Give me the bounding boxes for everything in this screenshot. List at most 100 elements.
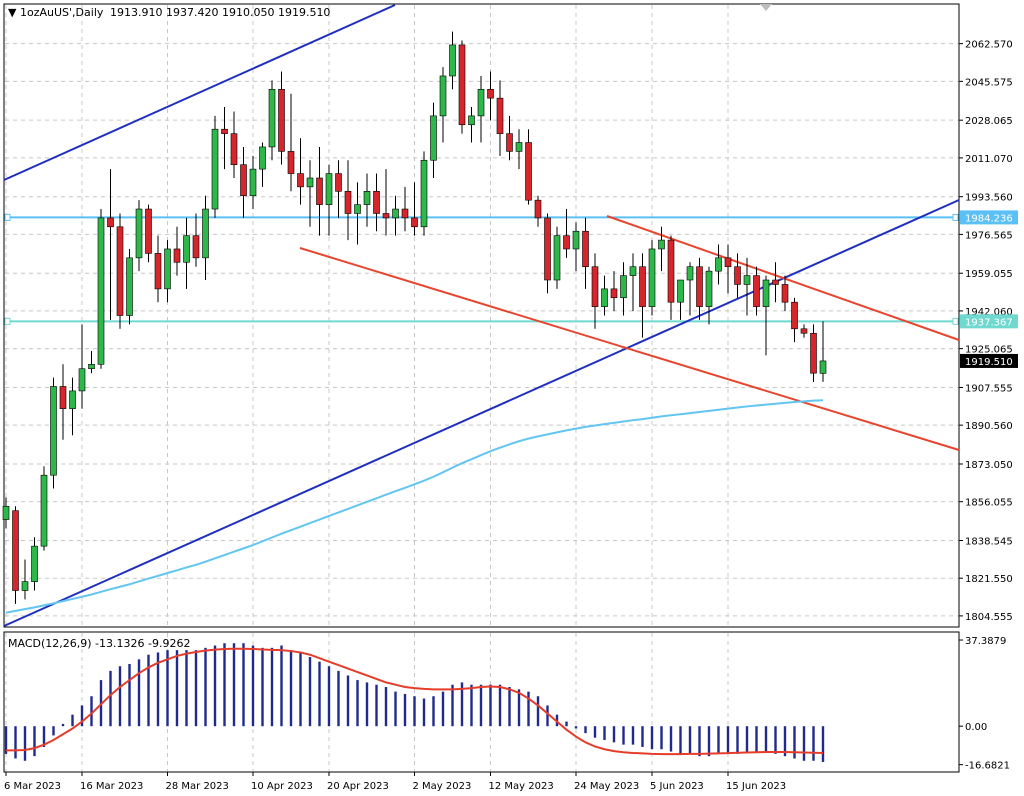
trend-lines[interactable] xyxy=(3,4,960,627)
candle-bear xyxy=(667,239,675,303)
macd-histogram-bar xyxy=(603,726,606,741)
candle-bull xyxy=(183,235,190,263)
level-price-label: 1984.236 xyxy=(965,213,1013,224)
candle-bull xyxy=(715,257,722,272)
candle-bull xyxy=(515,142,523,152)
downtrend-lower-line[interactable] xyxy=(299,247,960,451)
candle-bear xyxy=(221,128,228,134)
candle-bear xyxy=(791,301,798,330)
level-handle[interactable] xyxy=(952,213,959,221)
macd-histogram-bar xyxy=(774,726,777,754)
macd-histogram-bar xyxy=(688,726,692,754)
macd-histogram-bar xyxy=(33,726,36,757)
candle-bear xyxy=(107,217,114,228)
candle-bull xyxy=(88,363,95,370)
candle-bull xyxy=(762,279,770,307)
date-label: 15 Jun 2023 xyxy=(726,781,786,792)
date-label: 2 May 2023 xyxy=(413,781,472,792)
macd-histogram-bar xyxy=(593,726,597,738)
candle-bear xyxy=(401,208,409,219)
macd-histogram-bar xyxy=(622,726,625,745)
candle-bull xyxy=(601,288,608,307)
moving-average-line xyxy=(5,399,824,614)
level-handle[interactable] xyxy=(4,213,11,221)
macd-histogram-bar xyxy=(90,696,93,727)
price-tick-label: 1856.055 xyxy=(965,498,1013,509)
candle-bear xyxy=(278,88,285,152)
macd-histogram-bar xyxy=(793,726,796,759)
candle-bull xyxy=(126,257,133,316)
candle-bull xyxy=(259,146,266,170)
macd-histogram-bar xyxy=(14,726,17,759)
macd-histogram-bar xyxy=(517,689,521,727)
macd-histogram-bar xyxy=(80,705,84,727)
macd-label: MACD(12,26,9) -13.1326 -9.9262 xyxy=(8,637,190,650)
candle-bull xyxy=(449,44,456,77)
price-tick-label: 1925.065 xyxy=(965,345,1013,356)
macd-histogram-bar xyxy=(175,650,179,727)
candle-bull xyxy=(629,266,637,276)
macd-histogram-bar xyxy=(546,705,549,727)
macd-histogram-bar xyxy=(137,659,141,727)
date-label: 16 Mar 2023 xyxy=(80,781,143,792)
candle-bear xyxy=(810,332,817,374)
candle-bull xyxy=(40,474,48,547)
macd-histogram-bar xyxy=(736,726,739,754)
candle-bear xyxy=(525,142,532,201)
macd-tick-label: -16.6821 xyxy=(965,761,1010,772)
macd-histogram-bar xyxy=(451,684,454,727)
level-handle[interactable] xyxy=(4,317,11,325)
candle-bear xyxy=(582,230,589,268)
moving-average xyxy=(5,399,824,614)
candle-bull xyxy=(430,115,437,161)
candle-bear xyxy=(59,386,67,409)
macd-histogram-bar xyxy=(612,726,616,743)
date-label: 20 Apr 2023 xyxy=(327,781,389,792)
candle-bear xyxy=(335,173,342,192)
macd-histogram-bar xyxy=(698,726,701,757)
candle-bull xyxy=(468,115,475,126)
macd-histogram-bar xyxy=(356,680,359,727)
macd-histogram-bar xyxy=(641,726,644,747)
candle-bear xyxy=(287,151,295,174)
macd-histogram-bar xyxy=(584,726,587,734)
channel-upper-line[interactable] xyxy=(3,4,396,181)
chart-shift-icon[interactable] xyxy=(760,4,772,11)
grid-lines xyxy=(5,5,958,771)
candle-bull xyxy=(439,75,447,117)
candle-bear xyxy=(506,133,513,152)
macd-histogram-bar xyxy=(52,726,55,736)
macd-histogram-bar xyxy=(527,691,530,727)
candle-bull xyxy=(677,279,684,303)
macd-histogram-bar xyxy=(128,663,131,727)
macd-histogram-bar xyxy=(318,661,321,727)
level-handle[interactable] xyxy=(952,317,959,325)
macd-histogram-bar xyxy=(812,726,815,761)
horizontal-levels[interactable] xyxy=(4,213,959,325)
ohlc-values: 1913.910 1937.420 1910.050 1919.510 xyxy=(110,6,330,19)
candles xyxy=(2,31,827,604)
macd-histogram-bar xyxy=(299,652,302,727)
symbol-label: 1ozAuUS',Daily xyxy=(20,6,104,19)
macd-histogram-bar xyxy=(669,726,673,752)
price-tick-label: 1804.555 xyxy=(965,612,1013,623)
macd-histogram-bar xyxy=(308,657,312,727)
candle-bear xyxy=(544,217,551,281)
macd-tick-label: 37.3879 xyxy=(965,636,1006,647)
downtrend-upper-line[interactable] xyxy=(606,215,960,341)
candle-bear xyxy=(12,510,19,591)
macd-histogram-bar xyxy=(660,726,663,750)
price-tick-label: 1976.565 xyxy=(965,230,1013,241)
candle-bull xyxy=(306,177,314,188)
candle-bull xyxy=(420,159,428,228)
macd-histogram-bar xyxy=(679,726,682,754)
date-axis: 6 Mar 2023 16 Mar 2023 28 Mar 2023 10 Apr 2… xyxy=(4,772,786,792)
candle-bear xyxy=(800,328,808,334)
candle-bull xyxy=(354,204,361,214)
collapse-arrow-icon[interactable]: ▼ xyxy=(8,6,17,19)
date-label: 24 May 2023 xyxy=(574,781,639,792)
channel-lower-line[interactable] xyxy=(3,199,960,627)
macd-histogram-bar xyxy=(289,650,293,727)
candle-bull xyxy=(69,390,76,409)
